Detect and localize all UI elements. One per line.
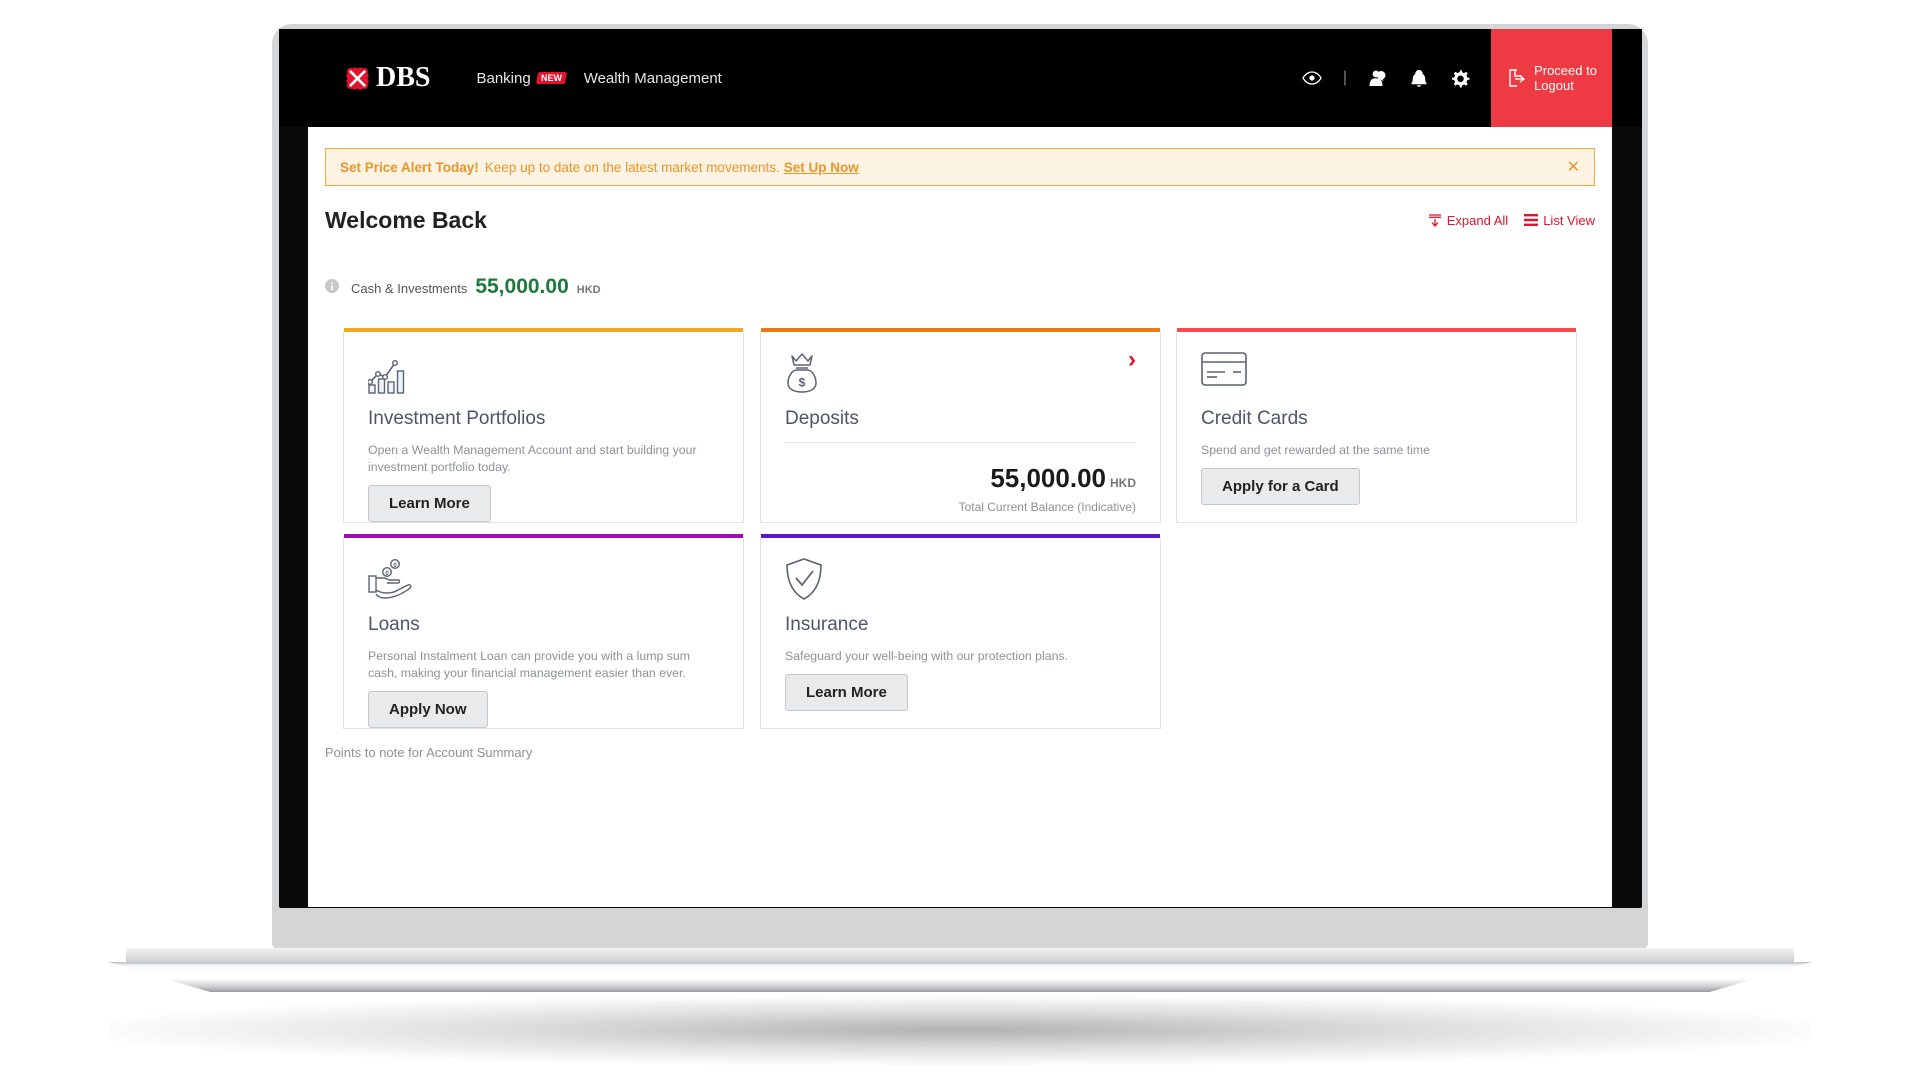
svg-text:$: $	[799, 376, 806, 390]
